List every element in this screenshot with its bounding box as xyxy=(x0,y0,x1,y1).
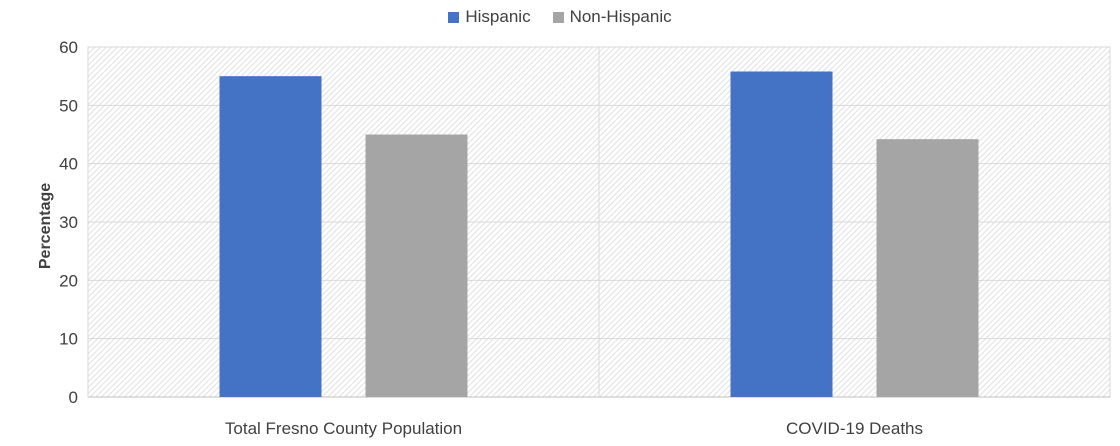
y-tick-label: 30 xyxy=(59,213,78,232)
bar-hispanic-1 xyxy=(730,71,833,397)
y-tick-label: 0 xyxy=(69,388,78,407)
bar-hispanic-0 xyxy=(219,76,322,398)
legend-item-non-hispanic: Non-Hispanic xyxy=(552,7,672,27)
legend-swatch-non-hispanic xyxy=(552,11,564,23)
legend-label-non-hispanic: Non-Hispanic xyxy=(569,7,672,26)
bar-non-hispanic-0 xyxy=(365,134,468,397)
legend: Hispanic Non-Hispanic xyxy=(0,7,1120,27)
y-axis-label: Percentage xyxy=(37,183,54,269)
bars xyxy=(219,71,979,398)
x-tick-label: COVID-19 Deaths xyxy=(786,419,923,438)
y-tick-label: 50 xyxy=(59,96,78,115)
y-tick-label: 60 xyxy=(59,38,78,57)
y-tick-label: 20 xyxy=(59,271,78,290)
legend-swatch-hispanic xyxy=(448,11,460,23)
x-axis-ticks: Total Fresno County Population COVID-19 D… xyxy=(225,419,923,438)
y-tick-label: 10 xyxy=(59,330,78,349)
y-tick-label: 40 xyxy=(59,155,78,174)
bar-non-hispanic-1 xyxy=(876,139,979,397)
legend-item-hispanic: Hispanic xyxy=(448,7,531,27)
y-axis-ticks: 0 10 20 30 40 50 60 xyxy=(59,38,78,407)
legend-label-hispanic: Hispanic xyxy=(465,7,531,26)
x-tick-label: Total Fresno County Population xyxy=(225,419,462,438)
